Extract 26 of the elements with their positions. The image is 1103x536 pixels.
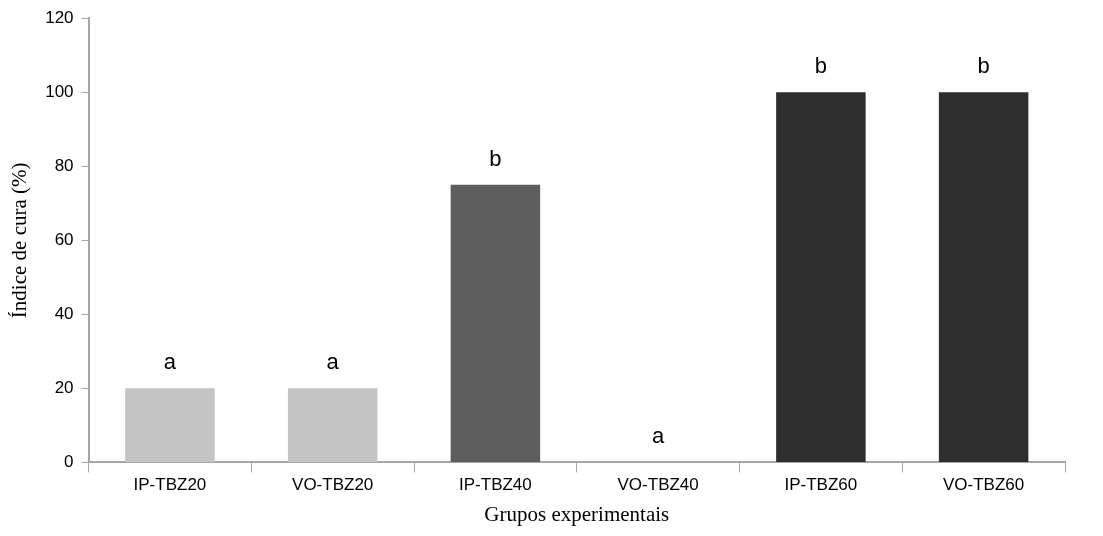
x-tick-label: VO-TBZ20 <box>292 475 374 495</box>
y-tick-label: 100 <box>45 81 74 101</box>
y-tick-label: 80 <box>54 155 74 175</box>
annotation: b <box>814 53 828 79</box>
x-tick-label: IP-TBZ20 <box>133 475 207 495</box>
annotation: b <box>489 145 502 171</box>
annotation: a <box>163 349 177 375</box>
annotation: a <box>652 423 666 449</box>
bar <box>776 92 866 462</box>
bar <box>125 388 215 462</box>
bar <box>287 388 378 462</box>
x-tick-label: IP-TBZ60 <box>784 475 858 495</box>
y-tick-label: 20 <box>54 378 74 398</box>
y-axis-title: Índice de cura (%) <box>7 162 32 319</box>
x-tick-label: VO-TBZ60 <box>943 475 1025 495</box>
y-tick-label: 60 <box>54 229 74 249</box>
x-tick-label: VO-TBZ40 <box>617 475 699 495</box>
annotation: a <box>326 349 340 375</box>
x-tick-label: IP-TBZ40 <box>459 475 532 495</box>
annotation: b <box>977 53 990 79</box>
bar <box>450 184 541 462</box>
y-tick-label: 40 <box>54 304 74 324</box>
y-tick-label: 0 <box>64 452 74 472</box>
bar <box>938 92 1029 462</box>
y-tick-label: 120 <box>45 7 74 27</box>
x-axis-title: Grupos experimentais <box>484 501 670 526</box>
